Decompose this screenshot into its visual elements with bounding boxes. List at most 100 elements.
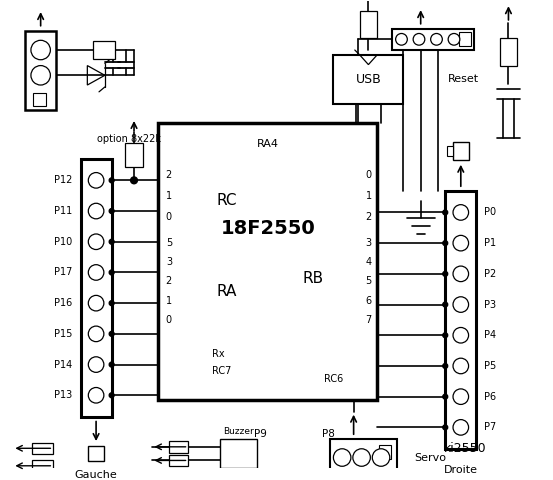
Circle shape — [443, 425, 448, 430]
Circle shape — [31, 40, 50, 60]
Text: P8: P8 — [322, 429, 335, 439]
Text: Rx: Rx — [212, 349, 225, 360]
Text: P3: P3 — [484, 300, 496, 310]
Text: 1: 1 — [166, 191, 172, 201]
Text: 3: 3 — [366, 238, 372, 248]
Text: 1: 1 — [366, 191, 372, 201]
Bar — [379, 445, 391, 459]
Text: 1: 1 — [166, 296, 172, 306]
Circle shape — [31, 66, 50, 85]
Circle shape — [333, 449, 351, 466]
Circle shape — [443, 394, 448, 399]
Text: RA4: RA4 — [257, 139, 279, 149]
Circle shape — [443, 363, 448, 368]
Bar — [447, 146, 453, 156]
Circle shape — [131, 177, 138, 184]
Bar — [25, 31, 56, 110]
Circle shape — [88, 357, 104, 372]
Text: 2: 2 — [366, 212, 372, 222]
Circle shape — [88, 173, 104, 188]
Text: P9: P9 — [254, 429, 267, 439]
Circle shape — [413, 34, 425, 45]
Text: 18F2550: 18F2550 — [221, 219, 315, 238]
Circle shape — [443, 271, 448, 276]
Bar — [32, 443, 53, 454]
Text: 5: 5 — [166, 238, 172, 248]
Text: 2: 2 — [166, 276, 172, 287]
Circle shape — [109, 362, 114, 367]
Bar — [392, 29, 474, 50]
Text: P1: P1 — [484, 238, 496, 248]
Circle shape — [109, 240, 114, 244]
Text: Reset: Reset — [448, 74, 479, 84]
Circle shape — [353, 449, 371, 466]
Bar — [88, 446, 104, 461]
Text: 0: 0 — [366, 169, 372, 180]
Circle shape — [453, 297, 468, 312]
Circle shape — [88, 326, 104, 342]
Text: 3: 3 — [166, 257, 172, 267]
Circle shape — [453, 420, 468, 435]
Text: P11: P11 — [55, 206, 73, 216]
Circle shape — [443, 210, 448, 215]
Text: 6: 6 — [366, 296, 372, 306]
Text: P0: P0 — [484, 207, 496, 217]
Circle shape — [395, 34, 408, 45]
Circle shape — [453, 235, 468, 251]
Circle shape — [443, 302, 448, 307]
Circle shape — [443, 240, 448, 246]
Circle shape — [448, 34, 460, 45]
Text: RC7: RC7 — [212, 366, 231, 376]
Text: RC6: RC6 — [324, 374, 343, 384]
Bar — [453, 143, 468, 160]
Bar — [169, 441, 189, 453]
Circle shape — [88, 264, 104, 280]
Bar — [33, 93, 46, 107]
Text: P4: P4 — [484, 330, 496, 340]
Text: 0: 0 — [166, 212, 172, 222]
Text: P13: P13 — [55, 390, 73, 400]
Bar — [220, 439, 257, 468]
Circle shape — [109, 331, 114, 336]
Circle shape — [109, 393, 114, 398]
Text: USB: USB — [356, 72, 381, 86]
Text: P12: P12 — [54, 175, 73, 185]
Bar — [81, 159, 112, 417]
Circle shape — [431, 34, 442, 45]
Circle shape — [453, 204, 468, 220]
Text: 2: 2 — [166, 169, 172, 180]
Circle shape — [88, 203, 104, 219]
Text: P7: P7 — [484, 422, 497, 432]
Text: ki2550: ki2550 — [444, 442, 486, 455]
Text: Servo: Servo — [414, 453, 446, 463]
Text: RA: RA — [217, 284, 237, 299]
Bar — [169, 455, 189, 466]
Bar — [359, 11, 377, 38]
Bar — [445, 191, 476, 449]
Circle shape — [453, 327, 468, 343]
Circle shape — [109, 301, 114, 306]
Text: RB: RB — [302, 271, 324, 286]
Circle shape — [88, 234, 104, 250]
Text: 0: 0 — [166, 315, 172, 325]
Bar — [93, 41, 114, 59]
Text: option 8x22k: option 8x22k — [97, 134, 161, 144]
Text: P16: P16 — [55, 298, 73, 308]
Bar — [500, 38, 517, 66]
Circle shape — [109, 209, 114, 214]
Bar — [459, 32, 471, 46]
Text: P10: P10 — [55, 237, 73, 247]
Text: Gauche: Gauche — [75, 470, 117, 480]
Circle shape — [88, 387, 104, 403]
Circle shape — [453, 266, 468, 282]
Text: P17: P17 — [54, 267, 73, 277]
Circle shape — [109, 178, 114, 183]
Text: P2: P2 — [484, 269, 497, 279]
Circle shape — [372, 449, 390, 466]
Text: P15: P15 — [54, 329, 73, 339]
Text: Droite: Droite — [444, 465, 478, 475]
Text: 4: 4 — [366, 257, 372, 267]
Text: P5: P5 — [484, 361, 497, 371]
Bar — [32, 460, 53, 471]
Bar — [158, 123, 377, 400]
